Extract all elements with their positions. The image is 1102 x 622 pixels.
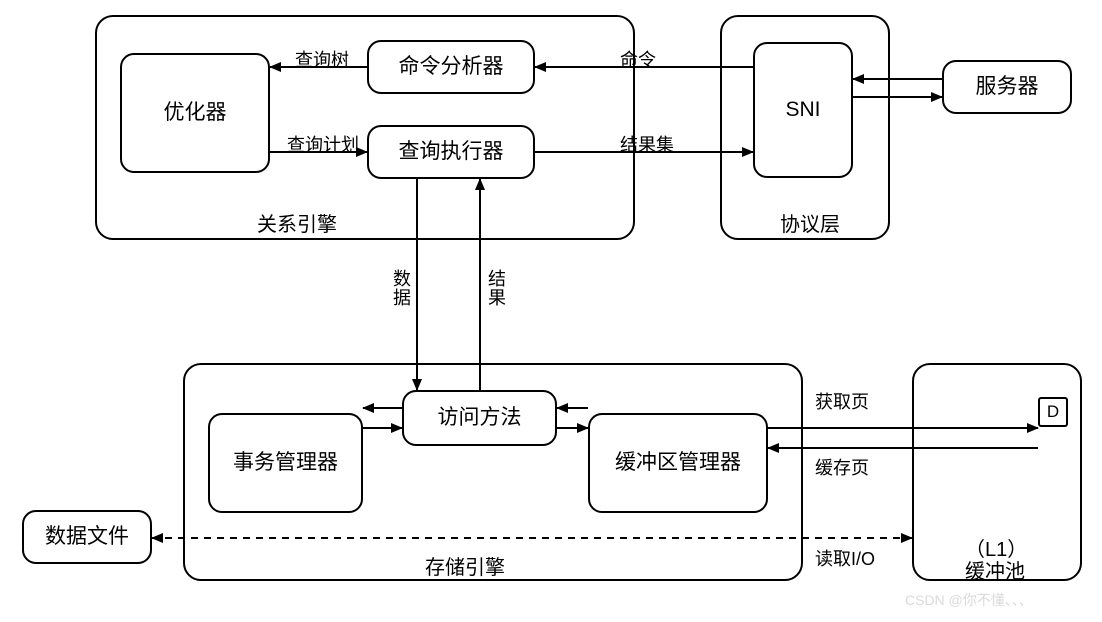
edge-label-opt_to_exec: 查询计划 [287, 131, 359, 157]
edge-label-analyzer_to_opt: 查询树 [295, 46, 349, 72]
label-buffer-pool-bottom: 缓冲池 [965, 555, 1025, 584]
node-optimizer-label: 优化器 [164, 100, 227, 125]
label-protocol-layer: 协议层 [780, 208, 840, 237]
node-server: 服务器 [942, 60, 1072, 114]
node-data-file: 数据文件 [22, 510, 152, 564]
edge-vlabel-access_up: 结果 [487, 270, 507, 308]
node-sni-label: SNI [785, 97, 820, 122]
edge-label-buf_to_d: 获取页 [815, 388, 869, 414]
edge-label-cmd_to_sni: 命令 [620, 46, 656, 72]
node-query-executor: 查询执行器 [367, 125, 535, 179]
node-buffer-manager: 缓冲区管理器 [588, 413, 768, 513]
node-data-file-label: 数据文件 [45, 524, 129, 549]
node-server-label: 服务器 [976, 74, 1039, 99]
edge-label-io_dashed: 读取I/O [815, 545, 875, 571]
diagram-canvas: 关系引擎 协议层 存储引擎 （L1） 缓冲池 优化器 命令分析器 查询执行器 S… [0, 0, 1102, 622]
node-txn-manager-label: 事务管理器 [233, 450, 338, 475]
node-query-executor-label: 查询执行器 [399, 139, 504, 164]
node-d-box-label: D [1047, 402, 1059, 422]
label-relation-engine: 关系引擎 [257, 208, 337, 237]
node-access-method-label: 访问方法 [438, 405, 522, 430]
node-cmd-analyzer: 命令分析器 [367, 40, 535, 94]
node-access-method: 访问方法 [402, 390, 557, 446]
node-txn-manager: 事务管理器 [208, 413, 363, 513]
edge-vlabel-exec_down: 数据 [392, 270, 412, 308]
node-optimizer: 优化器 [120, 53, 270, 173]
label-storage-engine: 存储引擎 [425, 551, 505, 580]
node-buffer-manager-label: 缓冲区管理器 [615, 450, 741, 475]
node-d-box: D [1038, 397, 1068, 427]
watermark: CSDN @你不懂、、、 [905, 590, 1033, 610]
node-cmd-analyzer-label: 命令分析器 [399, 54, 504, 79]
edge-label-exec_to_sni: 结果集 [620, 131, 674, 157]
node-sni: SNI [753, 42, 853, 178]
edge-label-d_to_buf: 缓存页 [815, 454, 869, 480]
